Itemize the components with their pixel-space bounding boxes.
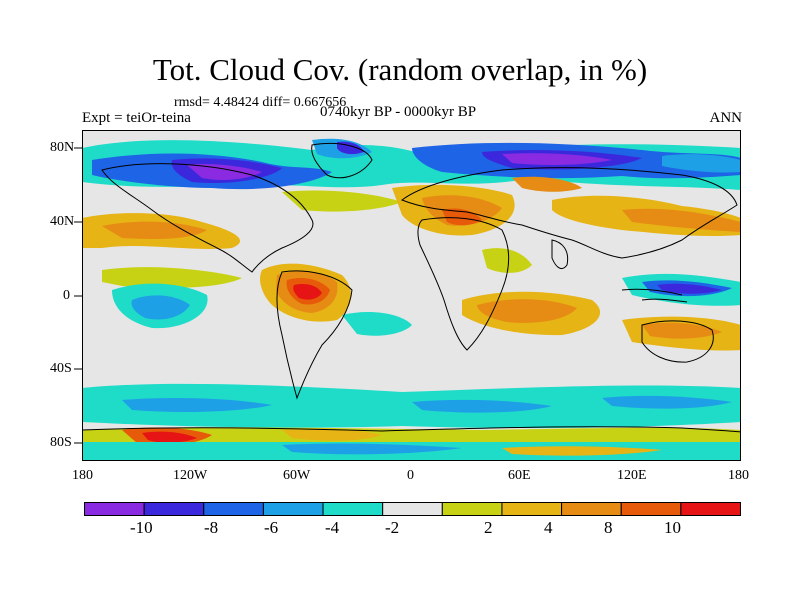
tropical-anomaly (102, 248, 741, 351)
colorbar-label: -6 (264, 518, 279, 537)
lat-label: 80N (50, 140, 75, 155)
antarctica-outline (82, 426, 741, 433)
lon-label: 180 (728, 468, 749, 483)
lat-label: 0 (63, 288, 70, 303)
period-label: 0740kyr BP - 0000kyr BP (320, 104, 477, 120)
australia-outline (641, 320, 714, 363)
south-america-outline (276, 270, 353, 400)
colorbar-box (143, 502, 205, 516)
map-frame (82, 130, 741, 461)
colorbar-label: -4 (325, 518, 340, 537)
colorbar-box (203, 502, 264, 516)
southern-ocean-anomaly (82, 383, 741, 461)
colorbar-label: 8 (604, 518, 613, 537)
colorbar-box (262, 502, 324, 516)
northern-midlat-anomaly (82, 176, 741, 249)
cloud-cover-map (82, 130, 741, 461)
lat-ticks (74, 147, 82, 444)
colorbar-label: -10 (130, 518, 153, 537)
colorbar-label: -8 (204, 518, 219, 537)
lon-label: 120W (173, 468, 208, 483)
colorbar-label: 2 (484, 518, 493, 537)
stats-text: rmsd= 4.48424 diff= 0.667656 (174, 95, 347, 110)
colorbar-box (322, 502, 384, 516)
india-outline (551, 239, 569, 269)
colorbar-box (441, 502, 503, 516)
arctic-anomaly-band (82, 138, 741, 190)
season-label: ANN (709, 110, 743, 126)
lon-label: 0 (407, 468, 414, 483)
lon-label: 180 (72, 468, 93, 483)
lon-label: 120E (617, 468, 647, 483)
colorbar-box (620, 502, 682, 516)
colorbar-box (501, 502, 563, 516)
colorbar-box (680, 502, 741, 516)
lat-label: 40S (50, 361, 72, 376)
colorbar (84, 502, 741, 516)
colorbar-box (382, 502, 443, 516)
experiment-label: Expt = teiOr-teina (82, 110, 191, 126)
indonesia-outline (621, 288, 688, 303)
lon-label: 60E (508, 468, 531, 483)
colorbar-label: 10 (664, 518, 681, 537)
africa-outline (417, 217, 510, 351)
north-america-outline (101, 163, 314, 273)
colorbar-box (561, 502, 622, 516)
eurasia-outline (400, 167, 738, 259)
coastlines (82, 142, 741, 433)
map-title: Tot. Cloud Cov. (random overlap, in %) (152, 52, 648, 87)
lon-label: 60W (283, 468, 311, 483)
colorbar-box (84, 502, 145, 516)
lat-label: 40N (50, 214, 75, 229)
greenland-outline (311, 142, 373, 179)
lat-label: 80S (50, 435, 72, 450)
colorbar-label: 4 (544, 518, 553, 537)
colorbar-label: -2 (385, 518, 400, 537)
